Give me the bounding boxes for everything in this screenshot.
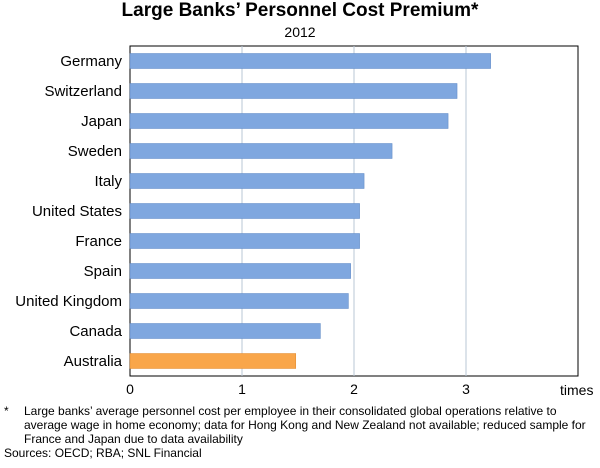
category-label: Italy [94,173,122,190]
bar-united-states [129,203,360,219]
category-label: United States [32,203,122,220]
category-label: Australia [64,353,123,370]
footnote: * Large banks’ average personnel cost pe… [4,404,596,460]
bar-australia [129,353,297,369]
bar-germany [129,53,491,69]
footnote-text: Large banks’ average personnel cost per … [24,404,586,446]
bar-japan [129,113,449,129]
footnote-marker: * [4,404,9,418]
category-label: Germany [60,53,122,70]
x-tick-label: 0 [126,381,134,397]
sources-note: Sources: OECD; RBA; SNL Financial [4,446,202,460]
bar-switzerland [129,83,458,99]
category-label: Sweden [68,143,122,160]
bar-canada [129,323,321,339]
category-label: Switzerland [44,83,122,100]
bar-italy [129,173,365,189]
category-label: France [75,233,122,250]
bar-spain [129,263,351,279]
bar-sweden [129,143,393,159]
bars [129,53,491,369]
chart-title: Large Banks’ Personnel Cost Premium* [121,0,479,21]
category-label: Spain [84,263,122,280]
category-label: United Kingdom [15,293,122,310]
category-label: Japan [81,113,122,130]
x-axis-ticks: 0 1 2 3 [126,381,470,397]
category-label: Canada [69,323,122,340]
bar-united-kingdom [129,293,349,309]
x-tick-label: 3 [462,381,470,397]
x-tick-label: 2 [350,381,358,397]
chart-subtitle: 2012 [284,24,316,40]
category-labels: Germany Switzerland Japan Sweden Italy United… [15,53,122,370]
x-axis-label: times [560,382,593,398]
bar-france [129,233,360,249]
x-tick-label: 1 [238,381,246,397]
